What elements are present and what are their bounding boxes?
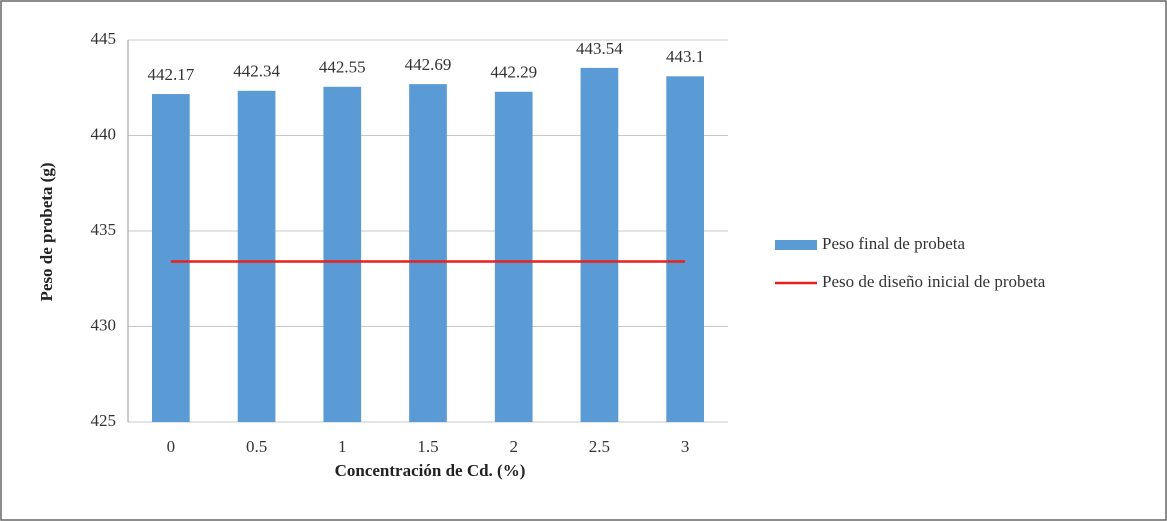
legend-swatch (775, 240, 817, 250)
data-label: 443.54 (576, 39, 623, 58)
bar (152, 94, 190, 422)
data-label: 442.34 (233, 62, 280, 81)
legend-label: Peso final de probeta (822, 234, 965, 253)
bar (238, 91, 276, 422)
x-tick-label: 1 (338, 437, 347, 456)
x-tick-label: 3 (681, 437, 690, 456)
y-axis-label: Peso de probeta (g) (37, 163, 56, 302)
chart: Concentración de Cd. (%) Peso de probeta… (0, 0, 1167, 521)
x-tick-label: 0.5 (246, 437, 267, 456)
bar (581, 68, 619, 422)
bar (666, 76, 704, 422)
data-label: 443.1 (666, 47, 704, 66)
data-label: 442.69 (405, 55, 452, 74)
x-tick-label: 1.5 (417, 437, 438, 456)
y-tick-label: 440 (91, 124, 117, 143)
y-tick-label: 435 (91, 220, 117, 239)
bar (495, 92, 533, 422)
data-label: 442.17 (147, 65, 194, 84)
bar (409, 84, 447, 422)
x-tick-label: 2 (509, 437, 518, 456)
y-tick-label: 425 (91, 411, 117, 430)
data-label: 442.29 (490, 63, 537, 82)
data-label: 442.55 (319, 58, 366, 77)
y-tick-label: 445 (91, 29, 117, 48)
y-tick-label: 430 (91, 315, 117, 334)
x-tick-label: 0 (167, 437, 176, 456)
x-axis-label: Concentración de Cd. (%) (335, 461, 526, 480)
legend-label: Peso de diseño inicial de probeta (822, 272, 1046, 291)
bar (323, 87, 361, 422)
x-tick-label: 2.5 (589, 437, 610, 456)
